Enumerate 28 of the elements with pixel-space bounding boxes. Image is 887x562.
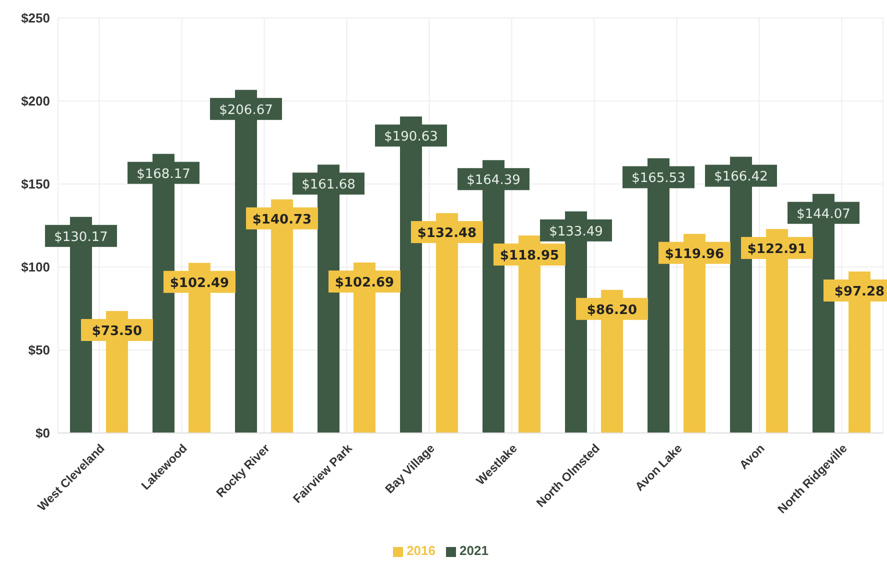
data-label: $97.28 [834,284,885,300]
legend-label: 2016 [406,543,436,558]
data-label: $144.07 [796,206,850,222]
data-label: $86.20 [586,302,638,318]
y-tick-label: $50 [28,342,50,358]
data-label: $166.42 [714,170,768,185]
y-tick-label: $0 [36,426,50,441]
data-label: $73.50 [92,324,142,339]
data-label: $165.53 [632,171,686,186]
data-label: $118.95 [500,248,560,264]
data-label: $133.49 [549,224,603,240]
data-label: $102.69 [334,276,394,291]
y-tick-label: $200 [21,94,50,109]
data-label: $122.91 [747,242,807,257]
data-label: $119.96 [664,246,724,262]
y-tick-label: $250 [21,10,50,26]
y-tick-label: $150 [21,176,50,192]
data-label: $190.63 [384,130,438,145]
data-label: $130.17 [54,230,108,245]
data-label: $168.17 [136,166,190,182]
data-label: $140.73 [252,212,312,228]
data-label: $206.67 [219,102,273,118]
y-tick-label: $100 [21,260,50,275]
data-label: $164.39 [466,173,520,188]
data-label: $102.49 [170,276,230,291]
data-label: $161.68 [302,178,356,193]
legend-label: 2021 [460,543,488,558]
data-label: $132.48 [417,226,477,242]
